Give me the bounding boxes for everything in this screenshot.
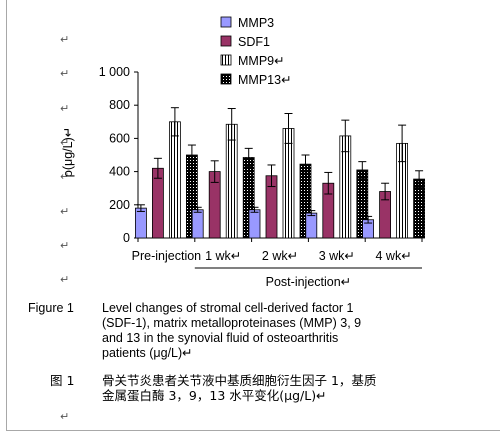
caption-cn-line: 金属蛋白酶 3，9，13 水平变化(μg/L)↵ <box>102 388 327 403</box>
legend-label: SDF1 <box>238 35 270 49</box>
bar-mmp9 <box>168 121 181 239</box>
legend-swatch-mmp3 <box>220 16 232 28</box>
caption-en-line: (SDF-1), matrix metalloproteinases (MMP)… <box>102 316 362 330</box>
paragraph-mark: ↵ <box>60 137 70 149</box>
caption-cn-label: 图 1 <box>50 373 75 388</box>
paragraph-mark: ↵ <box>60 206 70 218</box>
chart-bars <box>134 107 426 239</box>
group-label: Post-injection↵ <box>266 275 352 289</box>
x-tick-label: 1 wk↵ <box>205 249 241 263</box>
legend-label: MMP9↵ <box>238 54 285 68</box>
paragraph-mark: ↵ <box>60 68 70 80</box>
x-tick-label: 4 wk↵ <box>376 249 412 263</box>
bar-mmp13 <box>413 178 426 239</box>
caption-cn-line: 骨关节炎患者关节液中基质细胞衍生因子 1，基质 <box>102 373 377 388</box>
caption-en-line: Level changes of stromal cell-derived fa… <box>102 301 354 315</box>
x-tick-label: 3 wk↵ <box>319 249 355 263</box>
paragraph-mark: ↵ <box>60 103 70 115</box>
y-tick-label: 400 <box>109 165 130 179</box>
y-axis-label: ρ(μg/L)↵ <box>61 127 75 178</box>
y-tick-label: 0 <box>123 231 130 245</box>
caption-en-label: Figure 1 <box>28 301 74 315</box>
y-tick-label: 800 <box>109 98 130 112</box>
x-tick-label: 2 wk↵ <box>262 249 298 263</box>
y-tick-label: 200 <box>109 198 130 212</box>
caption-cn-text: 骨关节炎患者关节液中基质细胞衍生因子 1，基质 金属蛋白酶 3，9，13 水平变… <box>102 373 482 403</box>
paragraph-mark: ↵ <box>60 411 70 423</box>
x-tick-label: Pre-injection <box>132 249 202 263</box>
bar-mmp9 <box>282 128 295 239</box>
legend-swatch-mmp9 <box>220 54 232 66</box>
caption-chinese: 图 1 骨关节炎患者关节液中基质细胞衍生因子 1，基质 金属蛋白酶 3，9，13… <box>0 373 500 409</box>
legend-label: MMP13↵ <box>238 73 292 87</box>
chart-axes: 0 200 400 600 800 1 000 <box>99 65 423 245</box>
legend-label: MMP3 <box>238 16 274 30</box>
bar-mmp3 <box>248 209 261 239</box>
caption-en-line: patients (μg/L)↵ <box>102 346 193 360</box>
paragraph-mark: ↵ <box>60 240 70 252</box>
paragraph-mark: ↵ <box>60 171 70 183</box>
frame-left-border <box>6 0 7 430</box>
bar-mmp3 <box>305 212 318 239</box>
bar-chart: MMP3 SDF1 MMP9↵ MMP13↵ 0 200 400 600 800 1 000 P… <box>61 16 426 289</box>
chart-legend: MMP3 SDF1 MMP9↵ MMP13↵ <box>220 16 292 87</box>
legend-swatch-mmp13 <box>220 73 232 85</box>
bar-mmp3 <box>191 209 204 239</box>
bar-mmp9 <box>225 123 238 239</box>
post-injection-group: Post-injection↵ <box>194 267 422 289</box>
caption-en-line: and 13 in the synovial fluid of osteoart… <box>102 331 339 345</box>
bar-mmp3 <box>134 207 147 239</box>
frame-bottom-border <box>6 430 500 431</box>
paragraph-mark: ↵ <box>60 34 70 46</box>
x-axis-labels: Pre-injection 1 wk↵ 2 wk↵ 3 wk↵ 4 wk↵ <box>132 249 412 263</box>
caption-english: Figure 1 Level changes of stromal cell-d… <box>0 301 500 371</box>
y-tick-label: 1 000 <box>99 65 130 79</box>
paragraph-mark: ↵ <box>60 274 70 286</box>
legend-swatch-sdf1 <box>220 35 232 47</box>
y-tick-label: 600 <box>109 131 130 145</box>
caption-en-text: Level changes of stromal cell-derived fa… <box>102 301 472 361</box>
